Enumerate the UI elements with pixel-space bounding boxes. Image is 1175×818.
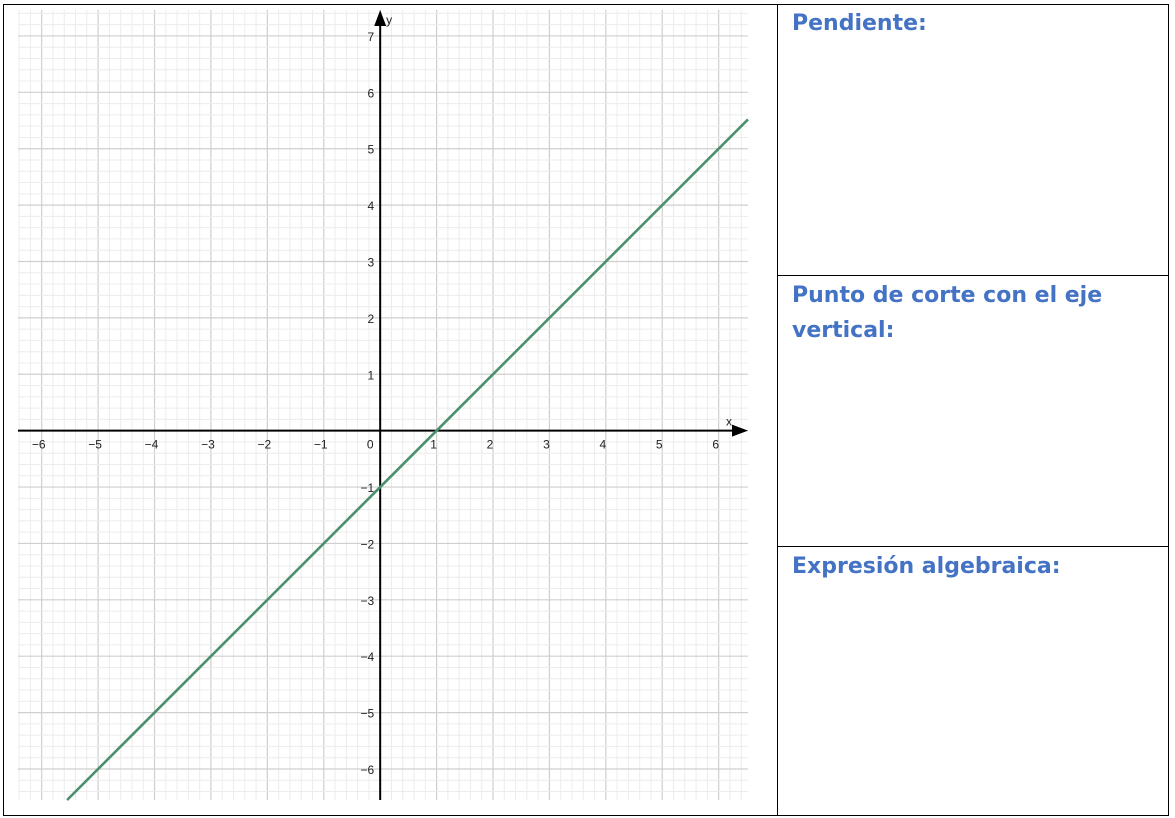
y-tick-label: −6 <box>360 763 374 777</box>
y-tick-label: −3 <box>360 594 374 608</box>
y-tick-label: −4 <box>360 650 374 664</box>
y-tick-label: 7 <box>367 30 374 44</box>
row-divider <box>777 275 1169 276</box>
row-divider <box>777 546 1169 547</box>
series <box>66 118 749 801</box>
x-axis-arrow-icon <box>732 424 748 437</box>
y-tick-label: 6 <box>367 86 374 100</box>
x-tick-label: −1 <box>314 438 328 452</box>
x-tick-label: 2 <box>487 438 494 452</box>
x-axis-label: x <box>726 415 732 429</box>
y-tick-label: 4 <box>367 199 374 213</box>
y-tick-label: −5 <box>360 707 374 721</box>
x-tick-label: 1 <box>430 438 437 452</box>
grid <box>18 10 748 800</box>
x-tick-label: 3 <box>543 438 550 452</box>
y-tick-label: 3 <box>367 255 374 269</box>
x-tick-label: −2 <box>258 438 272 452</box>
y-tick-label: −2 <box>360 537 374 551</box>
y-tick-label: 2 <box>367 312 374 326</box>
column-divider <box>777 4 778 816</box>
x-tick-label: 6 <box>712 438 719 452</box>
y-tick-label: −1 <box>360 481 374 495</box>
y-tick-label: 5 <box>367 143 374 157</box>
line-graph: −6 −5 −4 −3 −2 −1 0 1 2 3 4 5 6 −6 −5 −4 −3 −2 −1 1 2 3 4 5 6 7 x… <box>18 10 749 801</box>
x-tick-label: −5 <box>88 438 102 452</box>
y-axis-label: y <box>386 13 392 27</box>
x-tick-label: −4 <box>145 438 159 452</box>
slope-label: Pendiente: <box>792 11 927 36</box>
y-intercept-label: Punto de corte con el eje vertical: <box>792 283 1103 343</box>
algebraic-expression-label: Expresión algebraica: <box>792 554 1061 579</box>
x-tick-label: 5 <box>656 438 663 452</box>
tick-labels: −6 −5 −4 −3 −2 −1 0 1 2 3 4 5 6 −6 −5 −4 −3 −2 −1 1 2 3 4 5 6 7 <box>32 30 719 777</box>
axes <box>18 10 748 800</box>
series-line <box>66 118 749 801</box>
y-tick-label: 1 <box>367 368 374 382</box>
x-tick-label: 0 <box>367 438 374 452</box>
x-tick-label: −6 <box>32 438 46 452</box>
y-axis-arrow-icon <box>374 10 387 26</box>
worksheet-frame <box>3 4 1169 816</box>
x-tick-label: 4 <box>599 438 606 452</box>
x-tick-label: −3 <box>201 438 215 452</box>
